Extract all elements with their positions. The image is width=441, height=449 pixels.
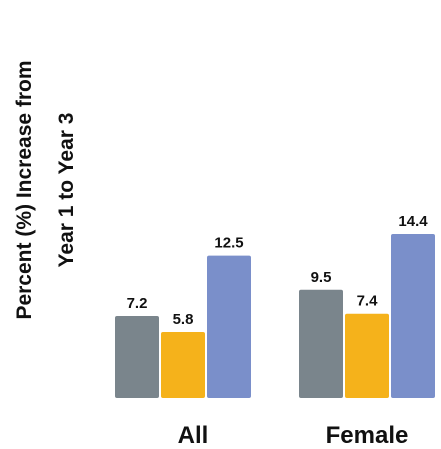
bar-female-gray: [299, 289, 343, 398]
y-axis-title-line-2: Year 1 to Year 3: [55, 113, 78, 268]
y-axis-title: Percent (%) Increase from Year 1 to Year…: [13, 60, 78, 319]
category-label-female: Female: [326, 422, 409, 449]
bar-all-gray: [115, 316, 159, 398]
value-labels-group: 7.2 5.8 12.5 9.5 7.4 14.4: [127, 213, 429, 328]
bar-all-orange: [161, 331, 205, 398]
bar-all-blue: [207, 255, 251, 398]
category-label-all: All: [178, 422, 209, 449]
value-label-all-gray: 7.2: [127, 295, 148, 312]
value-label-female-gray: 9.5: [311, 269, 332, 286]
value-label-female-blue: 14.4: [398, 213, 428, 230]
value-label-female-orange: 7.4: [357, 293, 379, 310]
category-axis: All Female: [178, 422, 409, 449]
value-label-all-blue: 12.5: [214, 235, 243, 252]
y-axis-title-line-1: Percent (%) Increase from: [13, 60, 36, 319]
bar-female-orange: [345, 313, 389, 398]
bars-group: [115, 234, 435, 398]
bar-female-blue: [391, 234, 435, 398]
value-label-all-orange: 5.8: [173, 311, 194, 328]
